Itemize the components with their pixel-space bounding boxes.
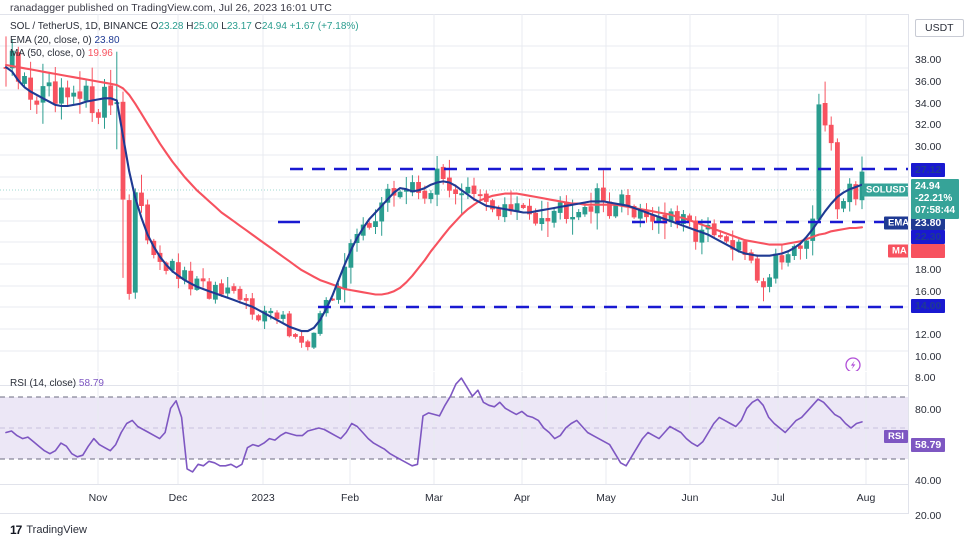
axis-chip-support-2230[interactable]: 22.30 xyxy=(911,230,946,244)
price-pane[interactable]: SOLUSDT EMA MA xyxy=(0,14,908,371)
ohlc-high-value: 25.00 xyxy=(193,21,219,32)
time-label-feb: Feb xyxy=(340,492,360,504)
byline: ranadagger published on TradingView.com,… xyxy=(10,2,332,14)
axis-tick: 12.00 xyxy=(915,329,942,341)
ma-legend-value: 19.96 xyxy=(87,48,113,59)
plot-tag-rsi: RSI xyxy=(884,430,908,443)
axis-tick: 30.00 xyxy=(915,141,942,153)
tradingview-logo-icon: 17 xyxy=(10,523,22,537)
rsi-legend-label: RSI (14, close) xyxy=(10,378,77,389)
time-label-jul: Jul xyxy=(771,492,785,504)
axis-tick: 18.00 xyxy=(915,264,942,276)
tradingview-brand-label: TradingView xyxy=(26,524,87,536)
time-label-nov: Nov xyxy=(88,492,108,504)
alert-zap-icon[interactable] xyxy=(845,357,861,371)
ema-legend-label: EMA (20, close, 0) xyxy=(10,34,92,46)
ohlc-close-value: 24.94 xyxy=(261,21,287,32)
rsi-chart-svg xyxy=(0,372,908,484)
ma-legend-label: MA (50, close, 0) xyxy=(10,48,86,59)
axis-tick: 38.00 xyxy=(915,54,942,66)
time-label-jun: Jun xyxy=(681,492,699,504)
axis-chip-resistance-2712[interactable]: 27.12 xyxy=(911,163,946,177)
chart-frame xyxy=(0,14,970,514)
last-price-chip[interactable]: 24.94 -22.21% 07:58:44 xyxy=(911,179,960,219)
price-chart-svg xyxy=(0,14,908,371)
ohlc-open-label: O xyxy=(150,21,159,32)
horizontal-gridlines xyxy=(0,45,908,352)
axis-chip-rsi[interactable]: 58.79 xyxy=(911,438,946,452)
rsi-axis-tick: 40.00 xyxy=(915,475,942,487)
time-label-dec: Dec xyxy=(168,492,188,504)
last-price-value: 24.94 xyxy=(915,181,941,192)
bar-countdown: 07:58:44 xyxy=(915,205,956,216)
rsi-legend-value: 58.79 xyxy=(78,378,104,389)
time-label-aug: Aug xyxy=(856,492,876,504)
time-label-may: May xyxy=(596,492,616,504)
rsi-axis-tick: 20.00 xyxy=(915,510,942,522)
rsi-pane[interactable] xyxy=(0,372,908,484)
ohlc-change-percent: (+7.18%) xyxy=(317,21,359,32)
price-axis[interactable]: USDT 38.00 36.00 34.00 32.00 30.00 28.00… xyxy=(908,14,970,522)
time-label-apr: Apr xyxy=(513,492,531,504)
time-label-2023: 2023 xyxy=(251,492,275,504)
footer: 17 TradingView xyxy=(10,523,87,537)
ma-50-line xyxy=(4,63,864,296)
symbol-title[interactable]: SOL / TetherUS, 1D, BINANCE xyxy=(10,21,148,32)
chart-plot-area[interactable]: SOLUSDT EMA MA xyxy=(0,14,908,514)
time-label-mar: Mar xyxy=(424,492,444,504)
rsi-legend[interactable]: RSI (14, close) 58.79 xyxy=(10,378,104,389)
time-axis[interactable]: Nov Dec 2023 Feb Mar Apr May Jun Jul Aug xyxy=(0,484,908,514)
plot-tag-symbol: SOLUSDT xyxy=(862,183,908,197)
rsi-chip-value: 58.79 xyxy=(915,439,942,451)
axis-tick: 34.00 xyxy=(915,98,942,110)
currency-badge: USDT xyxy=(915,19,964,37)
axis-tick: 36.00 xyxy=(915,76,942,88)
plot-tag-ema: EMA xyxy=(884,216,908,230)
ema-legend-value: 23.80 xyxy=(94,34,120,46)
plot-tag-ma: MA xyxy=(888,244,908,258)
pane-separator xyxy=(0,385,908,386)
axis-chip-ema[interactable]: 23.80 xyxy=(911,216,946,230)
ohlc-high-label: H xyxy=(186,21,194,32)
axis-tick: 16.00 xyxy=(915,286,942,298)
ema-20-line xyxy=(4,66,864,333)
axis-chip-support-1400[interactable]: 14.00 xyxy=(911,299,946,313)
axis-tick: 32.00 xyxy=(915,119,942,131)
ohlc-low-label: L xyxy=(221,21,227,32)
legend-row-ema[interactable]: EMA (20, close, 0) 23.80 xyxy=(10,34,359,48)
chart-legend: SOL / TetherUS, 1D, BINANCE O23.28 H25.0… xyxy=(10,20,359,61)
legend-row-ohlc[interactable]: SOL / TetherUS, 1D, BINANCE O23.28 H25.0… xyxy=(10,20,359,34)
axis-tick: 10.00 xyxy=(915,351,942,363)
axis-chip-ma[interactable]: 19.96 xyxy=(911,244,946,258)
last-price-percent: -22.21% xyxy=(915,193,953,204)
ohlc-change: +1.67 xyxy=(289,21,315,32)
axis-tick: 8.00 xyxy=(915,372,936,384)
ohlc-close-label: C xyxy=(254,21,262,32)
ohlc-low-value: 23.17 xyxy=(226,21,252,32)
vertical-gridlines xyxy=(97,14,867,371)
legend-row-ma[interactable]: MA (50, close, 0) 19.96 xyxy=(10,47,359,61)
rsi-axis-tick: 80.00 xyxy=(915,404,942,416)
rsi-line xyxy=(5,377,863,473)
ohlc-open-value: 23.28 xyxy=(158,21,184,32)
